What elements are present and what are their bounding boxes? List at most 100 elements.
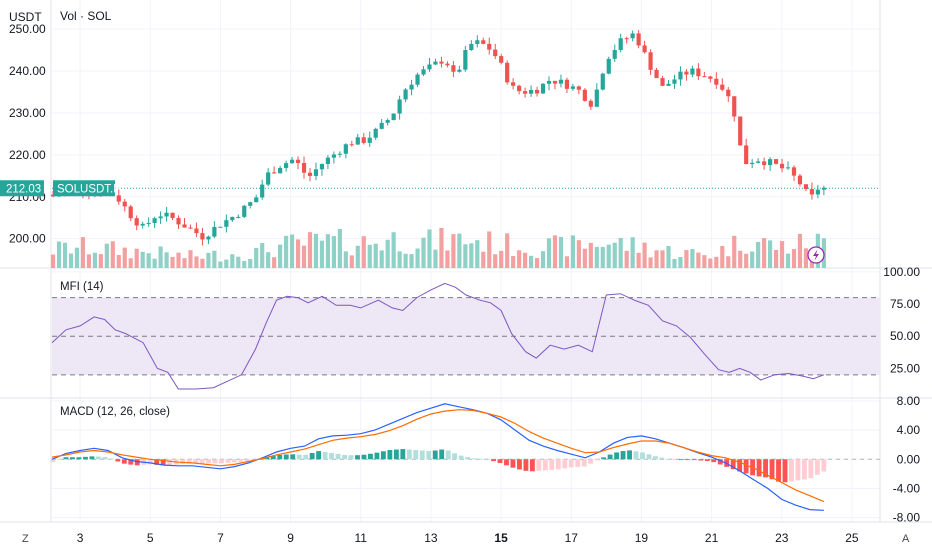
candle-body[interactable] — [570, 86, 575, 89]
candle-body[interactable] — [475, 40, 480, 44]
candle-body[interactable] — [606, 58, 611, 74]
mfi-line[interactable] — [51, 282, 825, 390]
candle-body[interactable] — [648, 52, 653, 70]
signal-line[interactable] — [51, 409, 825, 503]
candle-body[interactable] — [732, 96, 737, 117]
candle-body[interactable] — [397, 99, 402, 114]
candle-body[interactable] — [594, 89, 599, 107]
candle-body[interactable] — [295, 159, 301, 164]
candle-body[interactable] — [481, 40, 486, 44]
candle-body[interactable] — [116, 195, 121, 202]
candle-body[interactable] — [349, 144, 354, 146]
candle-body[interactable] — [738, 116, 743, 146]
candle-body[interactable] — [200, 233, 205, 240]
candle-body[interactable] — [403, 89, 408, 100]
candle-body[interactable] — [767, 159, 773, 166]
candle-body[interactable] — [439, 61, 444, 64]
candle-body[interactable] — [206, 236, 211, 240]
candle-body[interactable] — [260, 184, 265, 198]
candle-body[interactable] — [236, 216, 241, 218]
candle-body[interactable] — [678, 71, 683, 80]
candle-body[interactable] — [779, 163, 785, 169]
candle-body[interactable] — [511, 82, 516, 86]
candle-body[interactable] — [785, 167, 791, 169]
candle-body[interactable] — [487, 43, 492, 50]
candle-body[interactable] — [343, 144, 348, 154]
candle-body[interactable] — [194, 228, 199, 234]
candle-body[interactable] — [289, 159, 295, 164]
candle-body[interactable] — [499, 56, 504, 63]
candle-body[interactable] — [409, 84, 414, 90]
candle-body[interactable] — [337, 153, 342, 155]
auto-scale-button[interactable]: A — [902, 533, 910, 545]
candle-body[interactable] — [331, 154, 336, 158]
candle-body[interactable] — [230, 216, 235, 221]
candle-body[interactable] — [361, 137, 366, 143]
candle-body[interactable] — [517, 85, 522, 92]
candle-body[interactable] — [254, 197, 259, 203]
candle-body[interactable] — [134, 218, 139, 226]
candle-body[interactable] — [278, 167, 283, 174]
candle-body[interactable] — [325, 157, 331, 164]
candle-body[interactable] — [702, 76, 707, 78]
candle-body[interactable] — [756, 161, 761, 163]
candle-body[interactable] — [744, 145, 749, 165]
candle-body[interactable] — [505, 62, 510, 83]
candle-body[interactable] — [642, 45, 647, 53]
candle-body[interactable] — [164, 212, 169, 217]
candle-body[interactable] — [307, 172, 313, 176]
candle-body[interactable] — [582, 89, 587, 101]
macd-pane[interactable] — [50, 403, 880, 511]
candle-body[interactable] — [564, 79, 570, 89]
candle-body[interactable] — [762, 161, 767, 166]
candle-body[interactable] — [379, 122, 384, 129]
candle-body[interactable] — [797, 175, 803, 185]
candle-body[interactable] — [415, 74, 420, 85]
candle-body[interactable] — [385, 120, 390, 123]
candle-body[interactable] — [576, 86, 581, 90]
candle-body[interactable] — [182, 224, 187, 228]
candle-body[interactable] — [558, 79, 564, 84]
alert-lightning-icon[interactable] — [807, 246, 825, 264]
candle-body[interactable] — [672, 79, 677, 84]
candle-body[interactable] — [815, 189, 820, 195]
candle-body[interactable] — [636, 33, 641, 46]
candle-body[interactable] — [218, 226, 223, 228]
candle-body[interactable] — [654, 69, 659, 79]
candle-body[interactable] — [373, 128, 378, 138]
candle-body[interactable] — [224, 220, 229, 227]
candle-body[interactable] — [624, 38, 629, 40]
candle-body[interactable] — [427, 64, 432, 70]
candle-body[interactable] — [188, 227, 193, 229]
candle-body[interactable] — [457, 69, 462, 72]
candle-body[interactable] — [301, 163, 307, 173]
candle-body[interactable] — [421, 69, 426, 75]
candle-body[interactable] — [618, 38, 623, 51]
candle-body[interactable] — [140, 223, 145, 226]
candle-body[interactable] — [242, 205, 247, 217]
candle-body[interactable] — [588, 100, 593, 107]
candle-body[interactable] — [313, 169, 319, 176]
candle-body[interactable] — [726, 89, 731, 97]
candle-body[interactable] — [660, 78, 665, 86]
candle-body[interactable] — [319, 163, 325, 170]
candle-body[interactable] — [534, 89, 540, 94]
candle-body[interactable] — [714, 78, 719, 85]
candle-body[interactable] — [528, 89, 534, 94]
candle-body[interactable] — [283, 163, 289, 168]
candle-body[interactable] — [612, 50, 617, 59]
candle-body[interactable] — [248, 202, 253, 206]
candle-body[interactable] — [791, 167, 797, 176]
candle-body[interactable] — [696, 68, 701, 77]
candle-body[interactable] — [690, 68, 695, 75]
candle-body[interactable] — [451, 65, 456, 72]
candle-body[interactable] — [266, 172, 271, 185]
candle-body[interactable] — [708, 76, 713, 79]
candle-body[interactable] — [546, 80, 552, 84]
zoom-button[interactable]: Z — [22, 533, 29, 545]
candle-body[interactable] — [367, 137, 372, 143]
candle-body[interactable] — [122, 201, 127, 207]
candle-body[interactable] — [666, 83, 671, 86]
candle-body[interactable] — [212, 226, 217, 237]
